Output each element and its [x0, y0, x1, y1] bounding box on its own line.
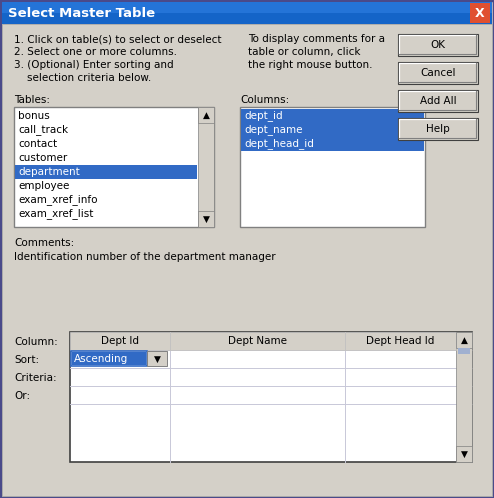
Text: Add All: Add All: [420, 96, 456, 106]
Text: X: X: [475, 6, 485, 19]
Bar: [241, 123, 424, 137]
Text: Or:: Or:: [14, 391, 30, 401]
Text: 3. (Optional) Enter sorting and: 3. (Optional) Enter sorting and: [14, 60, 173, 70]
Bar: [170, 332, 345, 350]
Text: selection criteria below.: selection criteria below.: [14, 73, 151, 83]
Text: Comments:: Comments:: [14, 238, 74, 248]
Text: contact: contact: [18, 139, 57, 149]
Text: ▼: ▼: [154, 355, 161, 364]
Text: table or column, click: table or column, click: [248, 47, 361, 57]
Bar: [398, 34, 478, 56]
Bar: [456, 332, 472, 462]
Text: Dept Head Id: Dept Head Id: [367, 336, 435, 346]
Text: 1. Click on table(s) to select or deselect: 1. Click on table(s) to select or desele…: [14, 34, 221, 44]
Text: Criteria:: Criteria:: [14, 373, 57, 383]
Bar: [456, 332, 472, 348]
Bar: [398, 90, 478, 112]
Text: dept_head_id: dept_head_id: [244, 138, 314, 149]
Bar: [198, 107, 214, 227]
Bar: [345, 332, 456, 350]
Bar: [241, 137, 424, 151]
Bar: [2, 2, 492, 13]
Bar: [398, 118, 478, 140]
Text: department: department: [18, 167, 80, 177]
Text: Tables:: Tables:: [14, 95, 50, 105]
Text: Select Master Table: Select Master Table: [8, 6, 155, 19]
Text: Help: Help: [426, 124, 450, 134]
Text: exam_xref_info: exam_xref_info: [18, 195, 97, 206]
Text: dept_id: dept_id: [244, 111, 283, 122]
Text: Column:: Column:: [14, 337, 58, 347]
Bar: [240, 107, 425, 227]
Bar: [470, 3, 490, 23]
Bar: [70, 332, 472, 462]
Bar: [71, 351, 147, 366]
Bar: [198, 211, 214, 227]
Text: 2. Select one or more columns.: 2. Select one or more columns.: [14, 47, 177, 57]
Text: ▲: ▲: [460, 336, 467, 345]
Text: dept_name: dept_name: [244, 124, 302, 135]
Bar: [456, 446, 472, 462]
Bar: [241, 109, 424, 123]
Text: Cancel: Cancel: [420, 68, 456, 78]
Text: ▲: ▲: [203, 111, 209, 120]
Text: Dept Name: Dept Name: [228, 336, 287, 346]
Text: ▼: ▼: [203, 215, 209, 224]
Bar: [147, 351, 167, 366]
Bar: [72, 352, 146, 365]
Bar: [70, 332, 170, 350]
Text: call_track: call_track: [18, 124, 68, 135]
Bar: [398, 62, 478, 84]
Text: Identification number of the department manager: Identification number of the department …: [14, 252, 276, 262]
Bar: [458, 348, 470, 354]
Bar: [198, 107, 214, 123]
Text: bonus: bonus: [18, 111, 50, 121]
Bar: [2, 2, 492, 24]
Text: Ascending: Ascending: [74, 354, 128, 364]
Text: exam_xref_list: exam_xref_list: [18, 209, 93, 220]
Text: OK: OK: [430, 40, 446, 50]
Text: Dept Id: Dept Id: [101, 336, 139, 346]
Text: To display comments for a: To display comments for a: [248, 34, 385, 44]
Text: Sort:: Sort:: [14, 355, 39, 365]
Text: customer: customer: [18, 153, 67, 163]
Text: ▼: ▼: [460, 450, 467, 459]
Text: the right mouse button.: the right mouse button.: [248, 60, 372, 70]
Bar: [15, 165, 197, 179]
Text: Columns:: Columns:: [240, 95, 289, 105]
Bar: [14, 107, 214, 227]
Text: employee: employee: [18, 181, 69, 191]
